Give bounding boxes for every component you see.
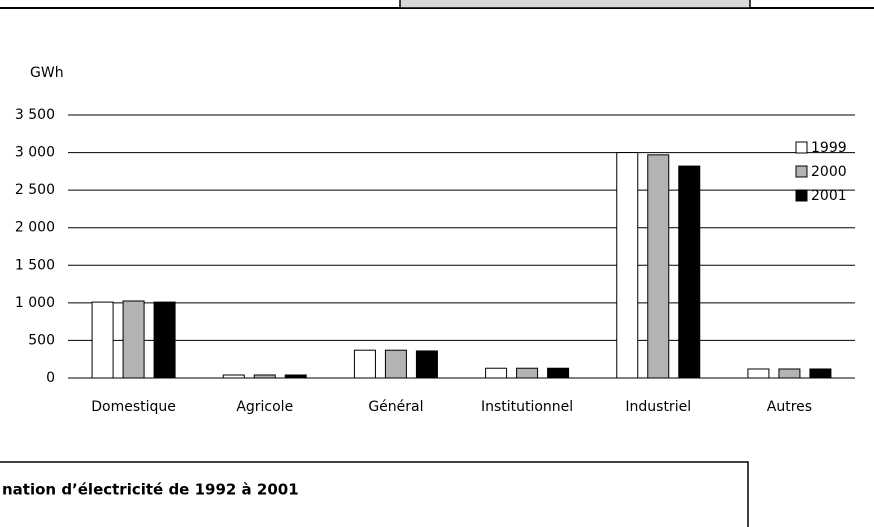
bar — [353, 349, 376, 379]
bar — [778, 368, 801, 379]
bar — [153, 301, 176, 379]
legend-swatch — [795, 189, 808, 202]
bar — [747, 368, 770, 379]
bar — [284, 374, 307, 379]
bar — [384, 349, 407, 379]
x-tick-label: Général — [368, 399, 423, 415]
bar — [485, 367, 508, 379]
y-tick-label: 3 000 — [15, 145, 55, 161]
top-box — [399, 0, 751, 9]
bar — [678, 165, 701, 379]
x-tick-label: Agricole — [236, 399, 293, 415]
bar — [91, 301, 114, 379]
bar — [516, 367, 539, 379]
bar — [647, 154, 670, 379]
y-tick-label: 0 — [46, 370, 55, 386]
y-tick-label: 500 — [28, 332, 55, 348]
x-tick-label: Domestique — [91, 399, 176, 415]
x-tick-label: Institutionnel — [481, 399, 573, 415]
section-box — [0, 461, 749, 527]
y-axis-label: GWh — [30, 65, 64, 81]
legend-label: 2001 — [811, 188, 847, 204]
x-tick-label: Industriel — [625, 399, 691, 415]
bar — [253, 374, 276, 379]
bar — [547, 367, 570, 379]
y-tick-label: 2 500 — [15, 182, 55, 198]
legend-swatch — [795, 141, 808, 154]
bar — [809, 368, 832, 379]
section-heading: nation d’électricité de 1992 à 2001 — [2, 481, 299, 499]
y-tick-label: 3 500 — [15, 107, 55, 123]
bar — [415, 350, 438, 379]
legend-label: 1999 — [811, 140, 847, 156]
legend-label: 2000 — [811, 164, 847, 180]
y-tick-label: 2 000 — [15, 220, 55, 236]
bar — [222, 374, 245, 379]
y-tick-label: 1 000 — [15, 295, 55, 311]
x-tick-label: Autres — [767, 399, 812, 415]
y-tick-label: 1 500 — [15, 257, 55, 273]
bar — [122, 300, 145, 379]
bar — [616, 152, 639, 379]
legend-swatch — [795, 165, 808, 178]
